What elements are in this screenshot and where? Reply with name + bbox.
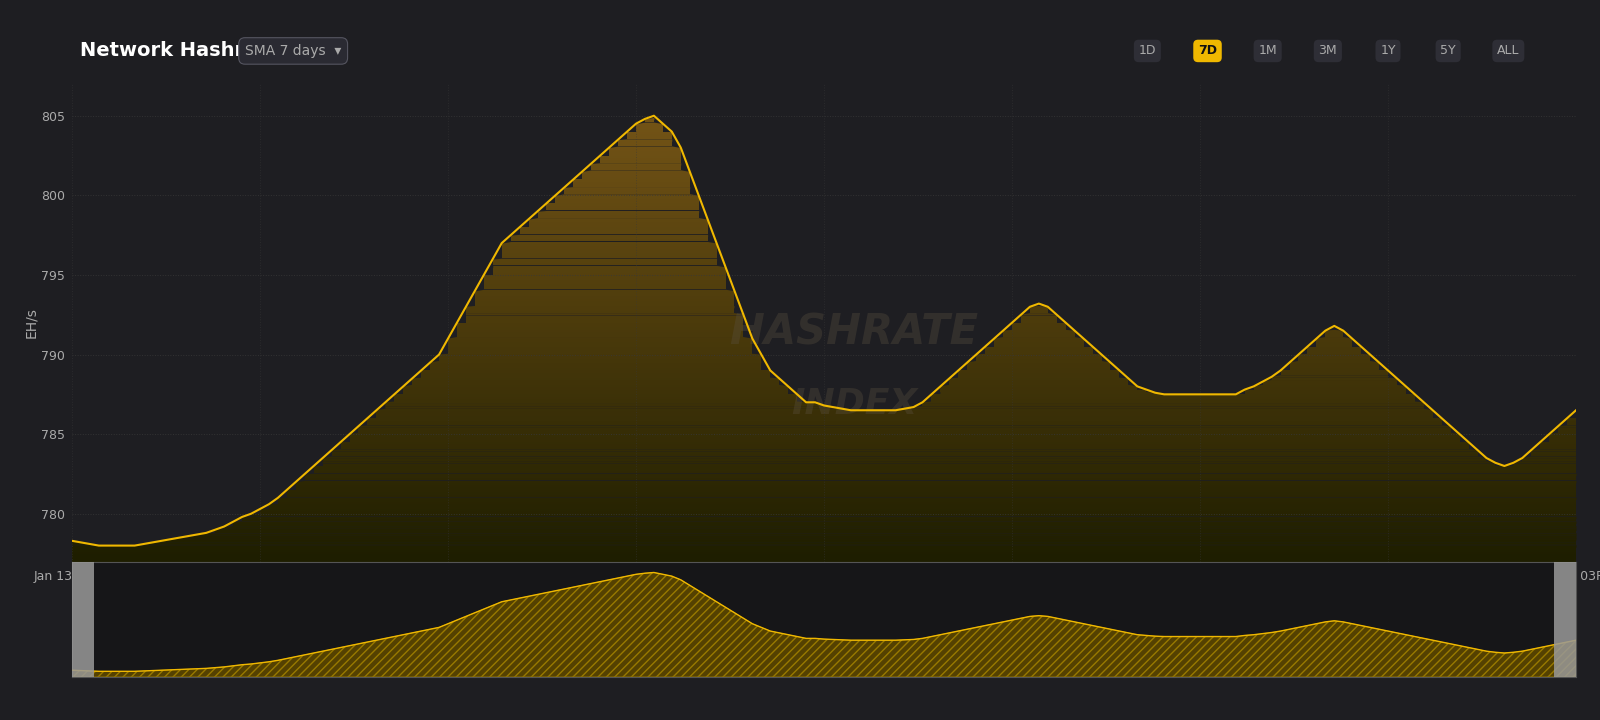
Text: 7D: 7D xyxy=(1198,45,1218,58)
Bar xyxy=(1554,562,1576,677)
Text: Network Hashrate: Network Hashrate xyxy=(80,42,280,60)
Text: 5Y: 5Y xyxy=(1440,45,1456,58)
Text: 1M: 1M xyxy=(1258,45,1277,58)
Text: 3M: 3M xyxy=(1318,45,1338,58)
Text: HASHRATE: HASHRATE xyxy=(730,311,979,354)
Bar xyxy=(72,562,94,677)
Text: ALL: ALL xyxy=(1498,45,1520,58)
Text: 1Y: 1Y xyxy=(1381,45,1395,58)
Text: 1D: 1D xyxy=(1139,45,1157,58)
Text: SMA 7 days  ▾: SMA 7 days ▾ xyxy=(245,44,341,58)
Y-axis label: EH/s: EH/s xyxy=(24,307,38,338)
Text: INDEX: INDEX xyxy=(790,387,917,421)
